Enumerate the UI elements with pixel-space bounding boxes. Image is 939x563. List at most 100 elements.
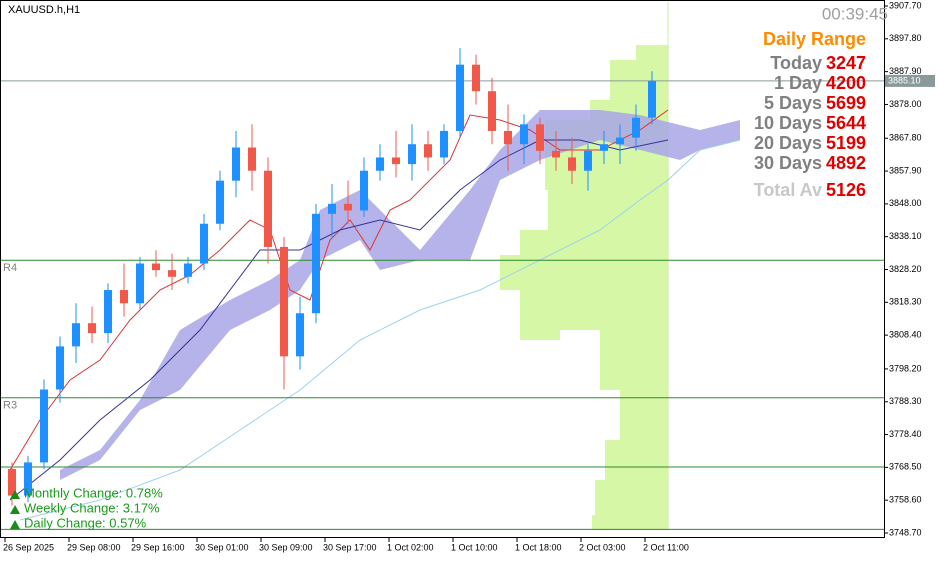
up-arrow: [10, 505, 20, 514]
candle-body: [456, 64, 464, 131]
level-label: R4: [3, 262, 17, 274]
x-tick-label: 1 Oct 18:00: [515, 542, 562, 552]
candle-body: [408, 144, 416, 165]
tenkan-line: [9, 109, 669, 471]
candle-body: [328, 203, 336, 214]
candle-body: [88, 323, 96, 334]
range-row-value: 5699: [826, 93, 866, 113]
x-tick-label: 30 Sep 01:00: [195, 542, 249, 552]
candle-body: [248, 147, 256, 171]
range-row-label: 1 Day: [774, 73, 822, 93]
candle-body: [472, 64, 480, 92]
y-tick-label: 3878.00: [889, 99, 922, 109]
range-row-label: 10 Days: [754, 113, 822, 133]
candle-body: [376, 157, 384, 171]
candle-body: [648, 80, 656, 118]
candle-body: [424, 144, 432, 158]
current-price-label: 3885.10: [888, 75, 921, 85]
up-arrow: [10, 490, 20, 499]
x-tick-label: 30 Sep 17:00: [323, 542, 377, 552]
y-tick-label: 3848.00: [889, 198, 922, 208]
change-text: Daily Change: 0.57%: [24, 515, 147, 530]
candle-body: [200, 223, 208, 264]
range-row-label: Today: [770, 53, 822, 73]
candle-body: [56, 346, 64, 390]
candle-body: [152, 263, 160, 271]
candle-body: [120, 290, 128, 304]
y-tick-label: 3768.50: [889, 462, 922, 472]
y-tick-label: 3778.40: [889, 429, 922, 439]
change-panel: Monthly Change: 0.78%Weekly Change: 3.17…: [10, 485, 163, 530]
candle-body: [488, 91, 496, 131]
candle-body: [136, 263, 144, 304]
candle-body: [568, 157, 576, 171]
candle-body: [616, 137, 624, 145]
candle-body: [24, 462, 32, 496]
change-text: Weekly Change: 3.17%: [24, 500, 160, 515]
range-row-value: 4892: [826, 153, 866, 173]
candle-body: [520, 124, 528, 145]
y-tick-label: 3748.70: [889, 527, 922, 537]
y-tick-label: 3838.10: [889, 231, 922, 241]
y-tick-label: 3867.80: [889, 133, 922, 143]
x-tick-label: 30 Sep 09:00: [259, 542, 313, 552]
chikou-hatch: [19, 139, 741, 521]
range-row-value: 5199: [826, 133, 866, 153]
candle-body: [392, 157, 400, 165]
candle-body: [168, 270, 176, 277]
y-tick-label: 3758.60: [889, 495, 922, 505]
candle-body: [344, 203, 352, 211]
x-tick-label: 29 Sep 08:00: [67, 542, 121, 552]
symbol-label: XAUUSD.h,H1: [8, 4, 80, 16]
range-row-value: 5644: [826, 113, 866, 133]
candle-body: [536, 124, 544, 151]
candle-body: [360, 170, 368, 211]
y-tick-label: 3828.20: [889, 264, 922, 274]
y-tick-label: 3897.80: [889, 33, 922, 43]
candle-body: [440, 130, 448, 158]
candle-body: [296, 313, 304, 357]
candle-body: [184, 263, 192, 277]
candle-body: [632, 117, 640, 138]
range-total-label: Total Av: [754, 180, 822, 200]
y-tick-label: 3857.90: [889, 165, 922, 175]
y-tick-label: 3887.90: [889, 66, 922, 76]
y-tick-label: 3907.70: [889, 0, 922, 10]
candles-layer: [1, 48, 884, 530]
x-tick-label: 1 Oct 10:00: [451, 542, 498, 552]
candle-body: [504, 130, 512, 145]
candle-body: [600, 144, 608, 151]
level-label: R3: [3, 400, 17, 412]
range-row-value: 4200: [826, 73, 866, 93]
clock: 00:39:45: [822, 4, 888, 23]
candle-body: [104, 290, 112, 334]
candle-body: [552, 150, 560, 158]
candle-body: [216, 180, 224, 224]
range-total-value: 5126: [826, 180, 866, 200]
range-row-label: 30 Days: [754, 153, 822, 173]
y-tick-label: 3808.40: [889, 330, 922, 340]
up-arrow: [10, 520, 20, 529]
y-tick-label: 3788.30: [889, 396, 922, 406]
x-tick-label: 29 Sep 16:00: [131, 542, 185, 552]
range-row-label: 5 Days: [764, 93, 822, 113]
candle-body: [8, 469, 16, 496]
range-title: Daily Range: [763, 29, 866, 49]
candle-body: [40, 389, 48, 463]
candle-body: [584, 150, 592, 171]
y-tick-label: 3818.30: [889, 297, 922, 307]
x-tick-label: 2 Oct 11:00: [643, 542, 689, 552]
range-row-label: 20 Days: [754, 133, 822, 153]
candle-body: [312, 213, 320, 314]
y-tick-label: 3798.20: [889, 363, 922, 373]
candle-body: [232, 147, 240, 181]
cloud: [60, 110, 740, 480]
candle-body: [72, 323, 80, 347]
candle-body: [264, 170, 272, 247]
x-tick-label: 2 Oct 03:00: [579, 542, 626, 552]
plot-frame: [0, 0, 885, 538]
kijun-line: [9, 139, 669, 501]
x-tick-label: 1 Oct 02:00: [387, 542, 434, 552]
